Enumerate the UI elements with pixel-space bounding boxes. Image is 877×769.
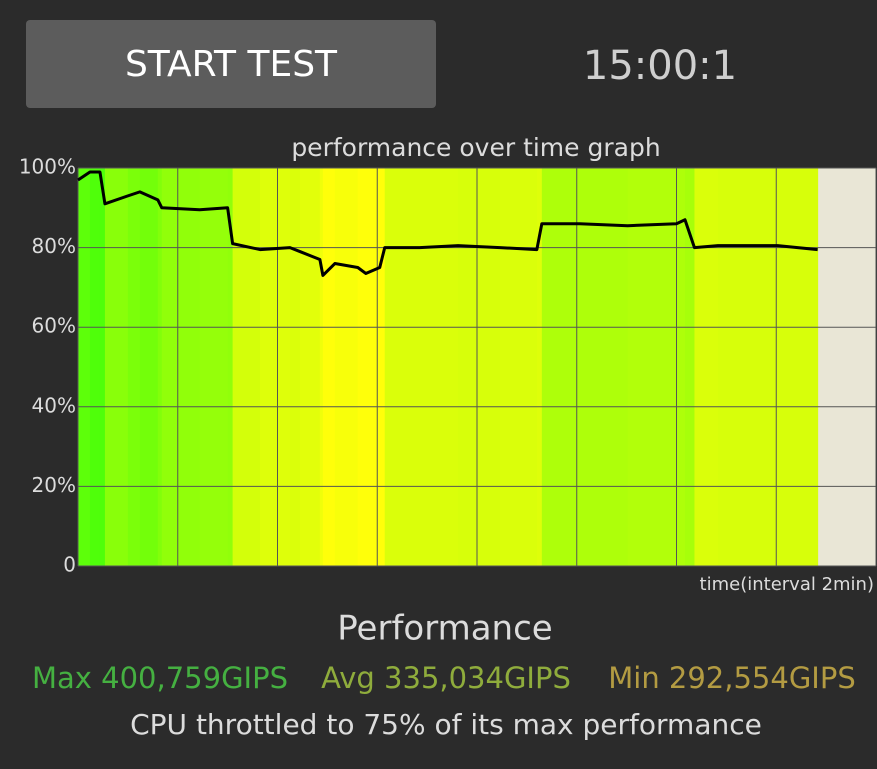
performance-band	[384, 168, 421, 566]
performance-band	[357, 168, 367, 566]
performance-band	[579, 168, 629, 566]
performance-band	[319, 168, 324, 566]
performance-band	[289, 168, 301, 566]
performance-band	[694, 168, 719, 566]
button-label[interactable]: START TEST	[125, 44, 338, 85]
stat-max: Max 400,759GIPS	[32, 661, 288, 695]
y-tick-label: 60%	[32, 314, 76, 338]
performance-band	[78, 168, 91, 566]
performance-band	[379, 168, 386, 566]
y-tick-label: 100%	[19, 155, 76, 179]
performance-band	[334, 168, 359, 566]
performance-band	[139, 168, 159, 566]
performance-band	[104, 168, 129, 566]
performance-band	[536, 168, 543, 566]
plot	[77, 167, 877, 567]
performance-band	[157, 168, 163, 566]
performance-band	[227, 168, 234, 566]
stats-heading: Performance	[337, 609, 552, 649]
performance-band	[627, 168, 677, 566]
performance-band	[419, 168, 459, 566]
performance-band	[499, 168, 538, 566]
performance-band	[89, 168, 101, 566]
performance-band	[260, 168, 291, 566]
performance-band	[161, 168, 201, 566]
chart-title: performance over time graph	[291, 133, 660, 162]
y-tick-label: 0	[63, 553, 76, 577]
performance-line	[77, 170, 818, 277]
y-tick-label: 80%	[32, 234, 76, 258]
performance-band	[684, 168, 695, 566]
performance-band	[365, 168, 381, 566]
performance-band	[777, 168, 819, 566]
stat-min: Min 292,554GIPS	[608, 661, 856, 695]
performance-band	[299, 168, 321, 566]
x-axis-label: time(interval 2min)	[700, 574, 874, 595]
performance-band	[199, 168, 229, 566]
start-button[interactable]	[26, 20, 436, 108]
performance-band	[99, 168, 106, 566]
summary: CPU throttled to 75% of its max performa…	[130, 708, 762, 741]
performance-band	[458, 168, 501, 566]
performance-band	[541, 168, 581, 566]
y-tick-label: 40%	[32, 393, 76, 417]
performance-band	[322, 168, 336, 566]
performance-band	[127, 168, 141, 566]
performance-band	[717, 168, 779, 566]
y-tick-label: 20%	[32, 473, 76, 497]
performance-band	[232, 168, 261, 566]
timer: 15:00:1	[583, 43, 737, 89]
performance-band	[676, 168, 686, 566]
stat-avg: Avg 335,034GIPS	[321, 661, 571, 695]
